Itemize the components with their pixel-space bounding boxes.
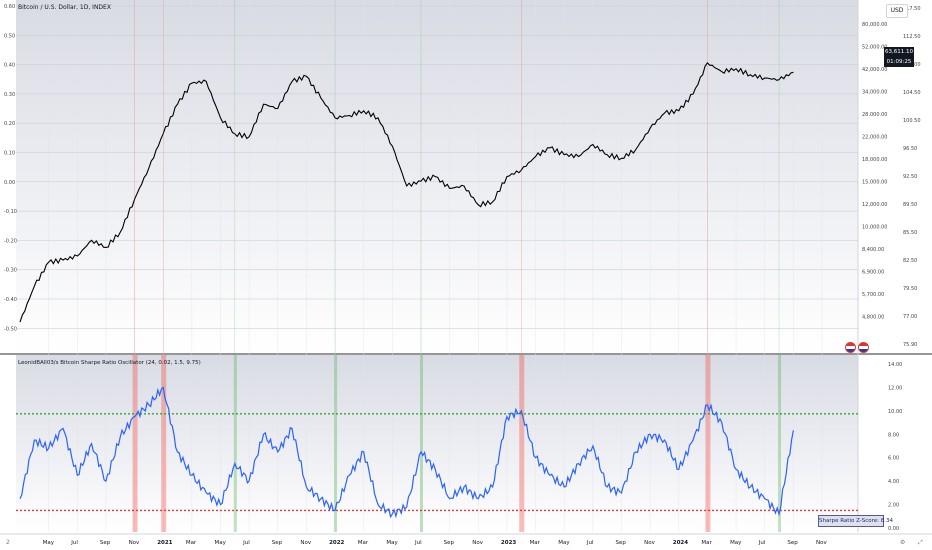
green-zone (420, 355, 423, 532)
left-axis-tick: 0.20 (4, 121, 15, 127)
red-zone (132, 355, 138, 532)
price-axis-tick: 22,000.00 (862, 135, 887, 141)
right-axis-tick: 104.50 (903, 90, 921, 96)
left-axis-tick: 0.10 (4, 151, 15, 157)
time-axis-tick: Mar (530, 540, 541, 546)
price-axis-tick: 4,800.00 (862, 315, 884, 321)
oscillator-axis-tick: 14.00 (888, 362, 902, 368)
right-axis-tick: 75.90 (903, 342, 917, 348)
red-zone (519, 355, 525, 532)
right-axis-tick: 89.50 (903, 202, 917, 208)
price-axis-tick: 6,900.00 (862, 270, 884, 276)
right-axis-tick: 92.50 (903, 174, 917, 180)
expand-icon[interactable]: ⤢ (918, 539, 923, 546)
price-axis-tick: 42,000.00 (862, 67, 887, 73)
left-axis-tick: -0.20 (4, 238, 17, 244)
time-axis-tick: Sep (444, 540, 455, 546)
time-axis-tick: Mar (186, 540, 197, 546)
time-axis-tick: Jul (414, 540, 422, 546)
time-axis-tick: Nov (300, 540, 311, 546)
time-axis-tick: Nov (129, 540, 140, 546)
price-axis-tick: 80,000.00 (862, 22, 887, 28)
price-axis-tick: 8,400.00 (862, 247, 884, 253)
time-axis-tick: 2021 (157, 540, 172, 546)
oscillator-pane-bg (16, 355, 858, 533)
right-axis-tick: 117.50 (903, 6, 921, 12)
indicator-title[interactable]: LeonidBAll03/s Bitcoin Sharpe Ratio Osci… (18, 360, 201, 366)
settings-icon[interactable]: ⚙ (900, 539, 906, 546)
time-axis-tick: Jul (242, 540, 250, 546)
oscillator-axis-tick: 2.00 (888, 503, 899, 509)
last-price-value: 63,611.10 (885, 49, 913, 55)
zscore-label: Sharpe Ratio Z-Score: 8.34 (818, 515, 893, 527)
time-axis-tick: Jul (758, 540, 766, 546)
price-axis-tick: 15,000.00 (862, 180, 887, 186)
time-axis-tick: Sep (100, 540, 111, 546)
right-axis-tick: 82.50 (903, 258, 917, 264)
left-axis-tick: -0.40 (4, 297, 17, 303)
time-axis-tick: May (215, 540, 227, 546)
oscillator-axis-tick: 8.00 (888, 432, 899, 438)
oscillator-series-line (19, 386, 794, 519)
left-axis-tick: 0.40 (4, 63, 15, 69)
right-axis-tick: 96.50 (903, 146, 917, 152)
time-axis-tick: Jul (70, 540, 78, 546)
time-axis-tick: May (43, 540, 55, 546)
left-axis-tick: 0.00 (4, 180, 15, 186)
left-axis-tick: -0.10 (4, 209, 17, 215)
symbol-title[interactable]: Bitcoin / U.S. Dollar, 1D, INDEX (18, 4, 111, 11)
time-axis-tick: 2023 (501, 540, 516, 546)
red-zone (705, 355, 711, 532)
time-axis-tick: Nov (816, 540, 827, 546)
us-flag-icon[interactable] (845, 342, 856, 353)
time-axis-tick: May (386, 540, 398, 546)
green-zone (778, 355, 782, 532)
time-axis-tick: Sep (787, 540, 798, 546)
right-axis-tick: 77.00 (903, 314, 917, 320)
price-axis-tick: 10,000.00 (862, 225, 887, 231)
currency-button[interactable]: USD (886, 4, 908, 18)
time-axis-tick: May (730, 540, 742, 546)
oscillator-axis-tick: 0.00 (888, 526, 899, 532)
price-axis-tick: 5,700.00 (862, 292, 884, 298)
green-zone (334, 355, 338, 532)
time-axis-tick: Nov (644, 540, 655, 546)
red-zone (161, 355, 167, 532)
right-axis-tick: 79.50 (903, 286, 917, 292)
right-axis-tick: 85.50 (903, 230, 917, 236)
green-zone (233, 355, 237, 532)
right-axis-tick: 100.50 (903, 118, 921, 124)
price-series-line (19, 62, 794, 323)
price-axis-tick: 12,000.00 (862, 202, 887, 208)
time-axis-tick: Sep (272, 540, 283, 546)
time-axis-tick: 2024 (673, 540, 688, 546)
time-axis-tick: Sep (616, 540, 627, 546)
bar-countdown: 01:09:25 (886, 59, 912, 65)
oscillator-axis-tick: 4.00 (888, 479, 899, 485)
left-axis-tick: -0.30 (4, 268, 17, 274)
left-axis-tick: 0.50 (4, 33, 15, 39)
price-axis-tick: 34,000.00 (862, 90, 887, 96)
left-axis-tick: 0.60 (4, 4, 15, 10)
time-axis-tick: Jul (586, 540, 594, 546)
price-axis-tick: 18,000.00 (862, 157, 887, 163)
left-axis-tick: 0.30 (4, 92, 15, 98)
time-axis-tick: May (558, 540, 570, 546)
time-axis-tick: Nov (472, 540, 483, 546)
oscillator-axis-tick: 10.00 (888, 409, 902, 415)
time-axis-tick: Mar (358, 540, 369, 546)
price-axis-tick: 52,000.00 (862, 45, 887, 51)
oscillator-axis-tick: 6.00 (888, 456, 899, 462)
us-flag-icon[interactable] (858, 342, 869, 353)
time-axis-tick: Mar (701, 540, 712, 546)
last-price-tag: 63,611.10 01:09:25 (884, 47, 914, 67)
price-axis-tick: 28,000.00 (862, 112, 887, 118)
goto-icon[interactable]: 2 (6, 539, 10, 546)
oscillator-axis-tick: 12.00 (888, 385, 902, 391)
left-axis-tick: -0.50 (4, 326, 17, 332)
right-axis-tick: 112.50 (903, 34, 921, 40)
time-axis-tick: 2022 (329, 540, 344, 546)
